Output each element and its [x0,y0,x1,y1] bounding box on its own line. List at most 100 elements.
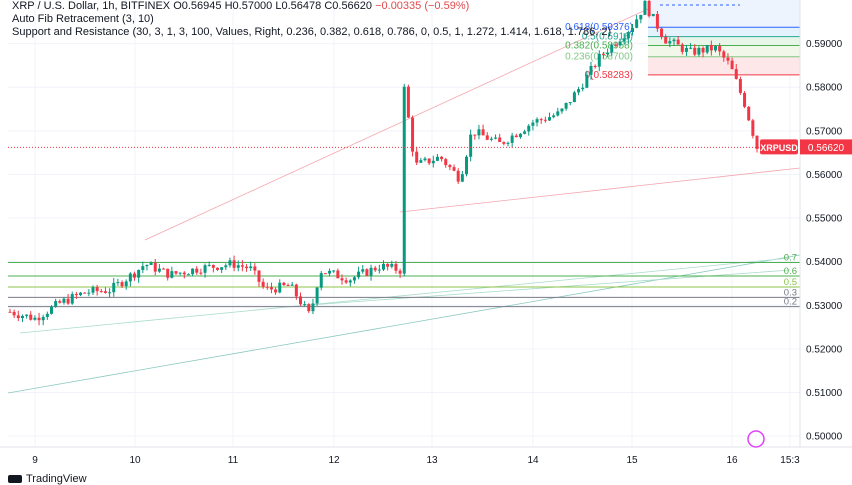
candle-body [74,294,78,296]
candle-body [523,131,527,134]
candle-body [577,89,581,93]
candle-body [228,260,232,266]
event-marker-icon[interactable] [747,430,765,448]
candle-body [41,316,45,321]
candle-body [585,74,589,88]
candle-body [236,265,240,268]
candle-body [116,282,120,284]
candle-body [635,19,639,28]
candle-body [489,138,493,140]
indicator-fib[interactable]: Auto Fib Retracement (3, 10) [12,13,154,25]
candle-body [572,92,576,103]
candle-body [203,265,207,273]
candle-body [108,292,112,294]
candle-body [232,260,236,268]
y-tick-label: 0.54000 [806,257,843,268]
fib-level-label: 0.382(0.58958) [565,40,633,51]
candle-body [460,174,464,182]
candle-body [99,291,103,293]
candle-body [668,41,672,44]
candle-body [269,287,273,290]
x-tick-label: 11 [228,455,239,466]
candle-body [514,135,518,138]
candle-body [697,47,701,55]
candle-body [124,281,128,287]
candle-body [755,135,759,149]
candle-body [207,264,211,266]
trend-line [144,7,651,241]
candle-body [751,120,755,136]
candle-body [718,46,722,52]
y-tick-label: 0.50000 [806,432,843,443]
candle-body [315,287,319,304]
trend-line [399,167,801,213]
candle-body [153,262,157,272]
x-tick-label: 15 [626,455,638,466]
candle-body [676,39,680,45]
candle-body [340,278,344,281]
sr-level-label: 0.3 [784,287,797,298]
candle-body [45,313,49,317]
candle-body [79,292,83,295]
candle-body [639,14,643,20]
candle-body [112,282,116,293]
candle-body [456,170,460,182]
candle-body [361,269,365,272]
candle-body [684,47,688,52]
sr-level-label: 0.5 [784,277,797,288]
candle-body [245,266,249,269]
fib-level-label: 0.618(0.59376) [565,22,633,33]
candle-body [145,264,149,267]
candle-body [738,79,742,93]
candle-body [664,36,668,44]
candle-body [224,265,228,268]
candle-body [394,263,398,271]
indicator-support-resistance[interactable]: Support and Resistance (30, 3, 1, 3, 100… [12,26,612,38]
candle-body [191,268,195,275]
candle-body [618,41,622,46]
candle-body [747,106,751,121]
y-tick-label: 0.59000 [806,39,843,50]
candle-body [170,271,174,278]
candle-body [560,108,564,112]
candle-body [435,156,439,161]
sr-level-label: 0.6 [784,266,797,277]
candle-body [415,151,419,163]
candle-body [249,266,253,269]
candle-body [303,304,307,306]
close-value: 0.56620 [332,0,373,12]
candle-body [734,69,738,80]
candle-body [286,285,290,287]
candle-body [149,262,153,265]
x-tick-label: 9 [32,455,38,466]
candle-body [357,271,361,278]
candle-body [531,122,535,126]
candle-body [473,134,477,136]
trend-line [7,254,801,394]
sr-level-label: 0.7 [784,253,797,264]
candle-body [402,86,406,274]
fib-zone [648,27,800,37]
candle-body [103,291,107,293]
price-badge-value: 0.56620 [808,143,845,154]
candle-body [722,51,726,58]
candle-body [12,311,16,316]
tradingview-brand[interactable]: TradingView [8,473,87,485]
candle-body [141,266,145,270]
legend-ohlc-row: XRP / U.S. Dollar, 1h, BITFINEX O0.56945… [12,0,611,13]
candle-body [257,270,261,282]
candle-body [390,263,394,267]
candle-body [253,266,257,271]
candle-body [307,304,311,312]
candle-body [485,135,489,140]
candle-body [162,268,166,270]
candle-body [655,13,659,29]
trend-line [19,257,791,334]
candle-body [548,117,551,121]
candle-body [597,53,601,67]
candle-body [290,284,294,286]
candle-body [37,317,41,321]
axes: 9 10 11 12 13 14 15 16 15:3 0.59000 0.58000 0.57000… [0,0,852,466]
low-label: L [275,0,282,12]
